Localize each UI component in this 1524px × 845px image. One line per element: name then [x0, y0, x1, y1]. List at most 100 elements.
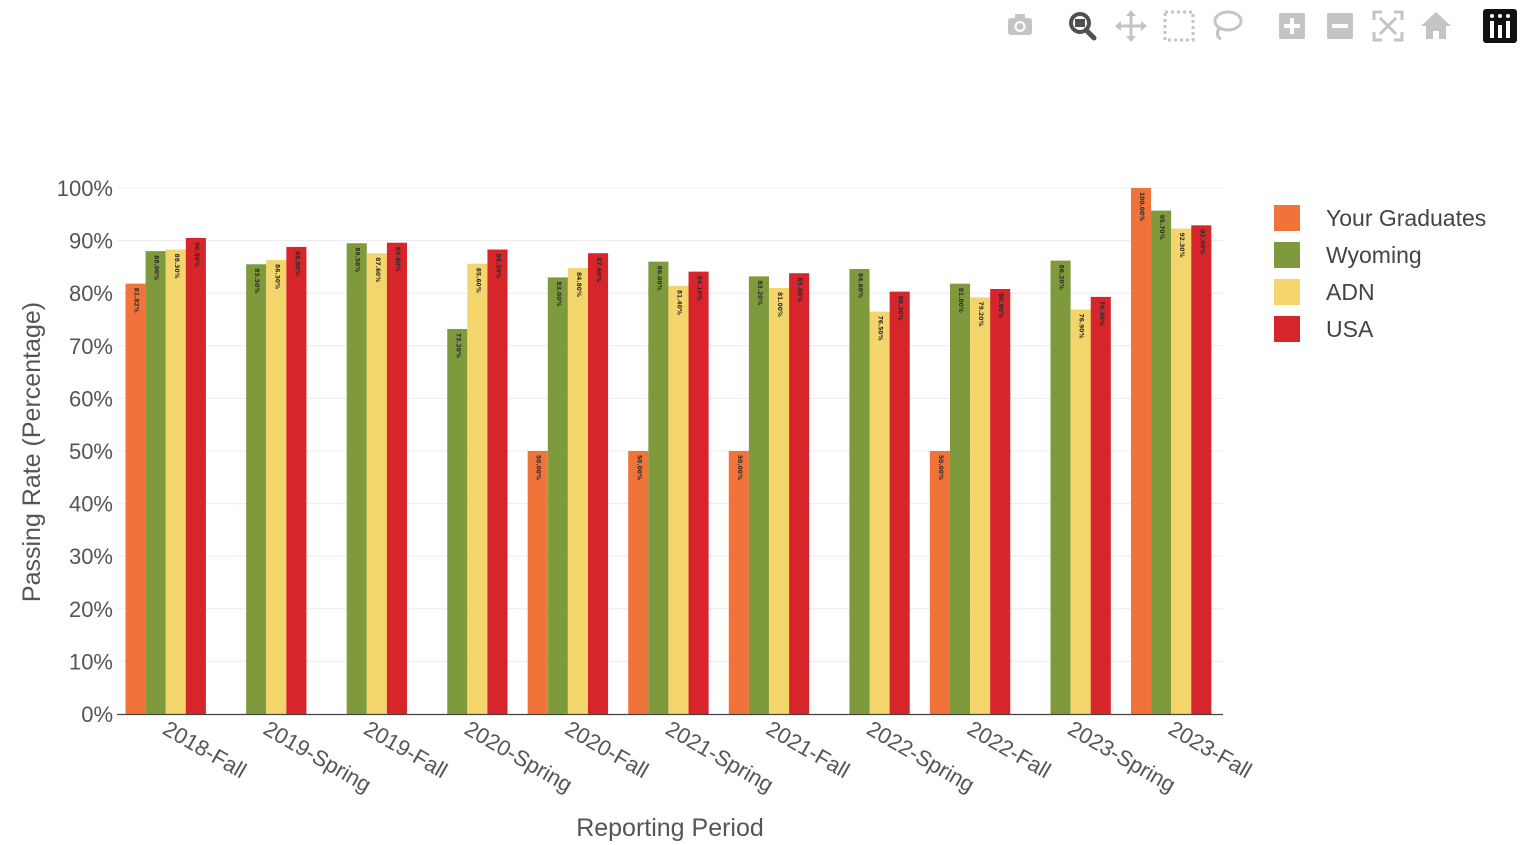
zoom-out-button[interactable]: [1320, 6, 1360, 44]
bar-adn-2021-Spring[interactable]: [668, 285, 689, 714]
bar-your-graduates-2022-Fall[interactable]: [929, 451, 950, 714]
bar-adn-2022-Spring[interactable]: [869, 311, 890, 714]
bar-your-graduates-2021-Spring[interactable]: [628, 451, 649, 714]
bar-data-label: 88.00%: [153, 255, 160, 280]
bar-usa-2021-Spring[interactable]: [688, 271, 709, 714]
autoscale-button[interactable]: [1368, 6, 1408, 44]
bar-wyoming-2018-Fall[interactable]: [145, 251, 166, 714]
legend-swatch: [1274, 279, 1300, 305]
bar-data-label: 85.50%: [253, 268, 260, 293]
bar-usa-2018-Fall[interactable]: [185, 237, 206, 714]
bar-usa-2020-Spring[interactable]: [487, 249, 508, 715]
legend-swatch: [1274, 205, 1300, 231]
bar-data-label: 50.00%: [937, 455, 944, 480]
plotly-logo-button[interactable]: [1480, 6, 1520, 44]
zoom-button[interactable]: [1062, 6, 1102, 44]
x-tick-label: 2020-Fall: [561, 716, 653, 784]
bar-adn-2021-Fall[interactable]: [768, 287, 790, 714]
bar-data-label: 88.80%: [293, 251, 300, 276]
bar-your-graduates-2021-Fall[interactable]: [728, 451, 749, 714]
bar-adn-2019-Spring[interactable]: [266, 260, 287, 714]
bar-data-label: 84.60%: [856, 273, 863, 298]
bar-data-label: 87.60%: [374, 257, 381, 282]
bar-data-label: 95.70%: [1158, 215, 1165, 240]
camera-icon: [1008, 14, 1032, 35]
legend-item-adn[interactable]: ADN: [1274, 279, 1375, 305]
bar-adn-2023-Spring[interactable]: [1070, 309, 1091, 714]
y-tick-label: 50%: [69, 439, 113, 464]
bar-wyoming-2021-Spring[interactable]: [648, 261, 669, 714]
y-axis-ticks: 0% 10% 20% 30% 40% 50% 60% 70% 80% 90% 100%: [57, 176, 113, 727]
bar-usa-2019-Fall[interactable]: [386, 242, 407, 715]
lasso-select-button[interactable]: [1207, 6, 1247, 44]
bar-data-label: 79.20%: [977, 301, 984, 326]
bar-your-graduates-2023-Fall[interactable]: [1130, 188, 1152, 714]
bar-data-label: 80.30%: [897, 296, 904, 321]
pan-button[interactable]: [1111, 6, 1151, 44]
legend-swatch: [1274, 316, 1300, 342]
bar-adn-2020-Fall[interactable]: [567, 267, 588, 714]
y-tick-label: 30%: [69, 544, 113, 569]
bar-wyoming-2021-Fall[interactable]: [748, 276, 769, 714]
pan-icon: [1115, 10, 1147, 42]
legend-swatch: [1274, 242, 1300, 268]
bar-data-label: 84.10%: [696, 276, 703, 301]
bar-data-label: 83.00%: [555, 281, 562, 306]
legend: Your Graduates Wyoming ADN USA: [1274, 205, 1486, 342]
zoom-in-button[interactable]: [1272, 6, 1312, 44]
bar-wyoming-2023-Spring[interactable]: [1050, 260, 1071, 714]
bar-adn-2018-Fall[interactable]: [165, 249, 186, 715]
box-select-icon: [1163, 10, 1195, 42]
bar-usa-2022-Fall[interactable]: [990, 288, 1011, 714]
x-tick-label: 2021-Fall: [762, 716, 854, 784]
bar-wyoming-2022-Fall[interactable]: [949, 283, 971, 714]
x-tick-label: 2019-Spring: [259, 716, 375, 798]
bar-wyoming-2020-Fall[interactable]: [547, 277, 568, 714]
box-select-button[interactable]: [1159, 6, 1199, 44]
y-tick-label: 40%: [69, 492, 113, 517]
legend-item-your-graduates[interactable]: Your Graduates: [1274, 205, 1486, 231]
bar-usa-2023-Spring[interactable]: [1090, 296, 1111, 714]
bar-your-graduates-2018-Fall[interactable]: [125, 283, 146, 714]
bar-wyoming-2020-Spring[interactable]: [447, 328, 468, 714]
home-icon: [1421, 12, 1451, 39]
bar-wyoming-2019-Spring[interactable]: [246, 264, 267, 714]
y-tick-label: 100%: [57, 176, 113, 201]
bar-data-label: 79.30%: [1098, 301, 1105, 326]
bar-usa-2023-Fall[interactable]: [1191, 225, 1212, 714]
y-tick-label: 20%: [69, 597, 113, 622]
bar-usa-2021-Fall[interactable]: [789, 273, 810, 714]
bar-adn-2019-Fall[interactable]: [366, 253, 387, 714]
bar-wyoming-2022-Spring[interactable]: [849, 269, 870, 714]
bar-data-label: 88.30%: [173, 254, 180, 279]
y-tick-label: 90%: [69, 229, 113, 254]
bar-usa-2022-Spring[interactable]: [889, 291, 910, 714]
bar-your-graduates-2020-Fall[interactable]: [527, 451, 548, 714]
autoscale-icon: [1372, 10, 1404, 42]
bar-adn-2023-Fall[interactable]: [1171, 228, 1192, 714]
bar-wyoming-2023-Fall[interactable]: [1151, 210, 1172, 715]
plotly-logo-icon: [1483, 9, 1517, 43]
bar-data-label: 86.30%: [273, 264, 280, 289]
legend-label: USA: [1326, 316, 1374, 342]
bar-adn-2020-Spring[interactable]: [467, 263, 488, 714]
camera-button[interactable]: [1000, 6, 1040, 44]
home-button[interactable]: [1416, 6, 1456, 44]
legend-label: ADN: [1326, 279, 1375, 305]
legend-label: Your Graduates: [1326, 205, 1486, 231]
y-tick-label: 80%: [69, 281, 113, 306]
legend-item-wyoming[interactable]: Wyoming: [1274, 242, 1422, 268]
zoom-in-icon: [1279, 13, 1305, 39]
x-tick-label: 2022-Fall: [963, 716, 1055, 784]
bar-usa-2019-Spring[interactable]: [286, 246, 307, 715]
bar-data-label: 50.00%: [635, 455, 642, 480]
bar-usa-2020-Fall[interactable]: [587, 253, 609, 714]
bar-data-label: 83.80%: [796, 277, 803, 302]
bar-wyoming-2019-Fall[interactable]: [346, 243, 367, 715]
legend-item-usa[interactable]: USA: [1274, 316, 1374, 342]
bar-adn-2022-Fall[interactable]: [970, 297, 991, 714]
x-tick-label: 2019-Fall: [360, 716, 452, 784]
y-tick-label: 10%: [69, 649, 113, 674]
x-tick-label: 2021-Spring: [662, 716, 778, 798]
